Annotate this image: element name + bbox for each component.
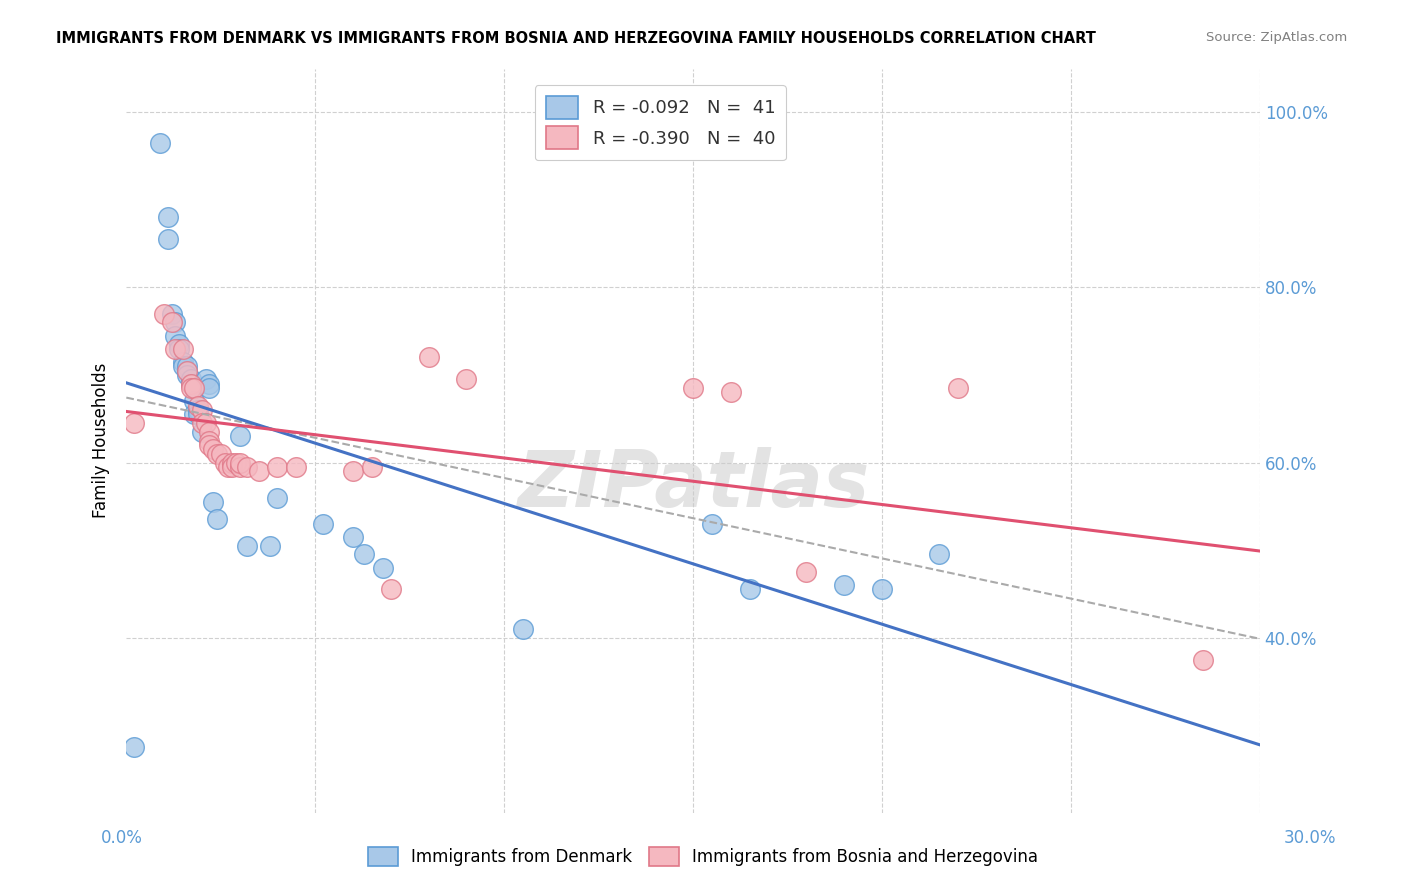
Point [700,516,723,531]
Point [738,582,761,597]
Point [187,408,209,422]
Point [209,447,232,461]
Point [176,359,198,374]
Point [180,372,202,386]
Point [682,381,704,395]
Point [191,403,214,417]
Point [285,459,308,474]
Point [149,136,172,150]
Point [228,456,250,470]
Point [1192,652,1215,666]
Point [247,464,270,478]
Point [180,381,202,395]
Text: 30.0%: 30.0% [1284,830,1336,847]
Point [156,232,179,246]
Point [228,429,250,443]
Point [353,548,375,562]
Point [198,438,221,452]
Point [225,456,247,470]
Point [172,342,194,356]
Point [194,416,217,430]
Point [165,342,187,356]
Point [720,385,742,400]
Point [832,578,855,592]
Point [172,359,194,374]
Point [266,491,288,505]
Point [156,211,179,225]
Point [512,622,534,636]
Y-axis label: Family Households: Family Households [93,363,110,518]
Point [214,456,236,470]
Point [259,539,281,553]
Point [221,456,243,470]
Point [205,512,228,526]
Point [796,565,818,579]
Point [165,328,187,343]
Text: IMMIGRANTS FROM DENMARK VS IMMIGRANTS FROM BOSNIA AND HERZEGOVINA FAMILY HOUSEHO: IMMIGRANTS FROM DENMARK VS IMMIGRANTS FR… [56,31,1097,46]
Point [380,582,402,597]
Point [165,315,187,329]
Point [418,351,440,365]
Point [183,381,205,395]
Point [202,495,225,509]
Point [172,355,194,369]
Point [228,459,250,474]
Point [180,376,202,391]
Point [167,342,190,356]
Point [187,403,209,417]
Point [217,459,239,474]
Point [160,315,183,329]
Point [153,307,176,321]
Point [236,459,259,474]
Legend: R = -0.092   N =  41, R = -0.390   N =  40: R = -0.092 N = 41, R = -0.390 N = 40 [534,85,786,161]
Point [191,416,214,430]
Point [236,539,259,553]
Point [221,459,243,474]
Point [187,399,209,413]
Point [205,447,228,461]
Point [191,425,214,439]
Point [946,381,969,395]
Point [870,582,893,597]
Point [194,372,217,386]
Point [176,368,198,382]
Point [176,363,198,377]
Point [160,307,183,321]
Point [342,530,364,544]
Point [928,548,950,562]
Point [456,372,478,386]
Point [167,337,190,351]
Point [202,442,225,457]
Point [198,425,221,439]
Point [373,560,395,574]
Point [176,363,198,377]
Point [312,516,335,531]
Text: ZIPatlas: ZIPatlas [517,447,869,524]
Point [198,381,221,395]
Text: Source: ZipAtlas.com: Source: ZipAtlas.com [1206,31,1347,45]
Point [122,416,145,430]
Point [198,376,221,391]
Point [183,408,205,422]
Point [361,459,384,474]
Point [183,394,205,409]
Legend: Immigrants from Denmark, Immigrants from Bosnia and Herzegovina: Immigrants from Denmark, Immigrants from… [361,840,1045,873]
Text: 0.0%: 0.0% [101,830,143,847]
Point [180,376,202,391]
Point [198,434,221,448]
Point [266,459,288,474]
Point [183,381,205,395]
Point [342,464,364,478]
Point [122,740,145,755]
